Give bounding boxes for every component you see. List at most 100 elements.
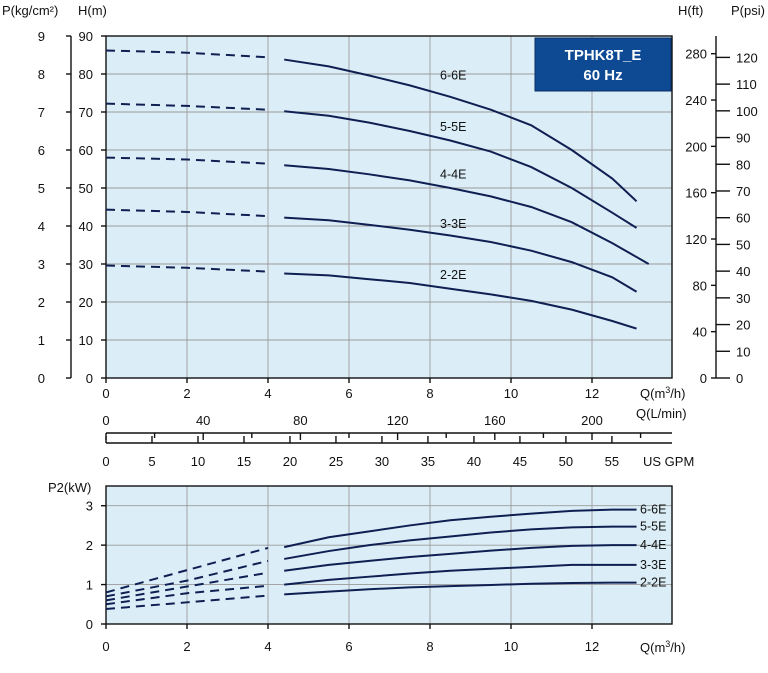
pressure-kg-tick-label: 6 [38,143,45,158]
pressure-kg-tick-label: 8 [38,67,45,82]
head-m-tick-label: 30 [79,257,93,272]
head-curve-label: 3-3E [440,217,466,231]
pressure-psi-tick-label: 110 [736,77,757,92]
lmin-tick-label: 40 [196,413,210,428]
power-x-tick-label: 4 [264,639,271,654]
head-x-tick-label: 6 [345,386,352,401]
power-curve-label: 2-2E [640,576,666,590]
pressure-psi-tick-label: 40 [736,264,750,279]
pressure-psi-tick-label: 80 [736,157,750,172]
head-m-axis-title: H(m) [78,3,107,18]
head-curve-3-3E [284,216,638,293]
head-curve-5-5E-dashed [105,102,269,111]
title-box [534,37,672,92]
head-ft-tick-label: 40 [693,325,707,340]
power-x-tick-label: 6 [345,639,352,654]
power-x-tick-label: 0 [102,639,109,654]
power-y-tick-label: 1 [86,578,93,593]
power-plot-frame [105,485,673,625]
head-m-tick-label: 20 [79,295,93,310]
gpm-tick-label: 40 [467,454,481,469]
pressure-psi-tick-label: 90 [736,131,750,146]
power-y-tick-label: 0 [86,617,93,632]
pressure-kg-tick-label: 3 [38,257,45,272]
head-ft-axis-title: H(ft) [678,3,703,18]
head-plot-area [106,36,672,378]
pressure-psi-tick-label: 70 [736,184,750,199]
power-curves: 6-6E 5-5E 4-4E 3-3E 2-2E [105,503,666,611]
pressure-psi-tick-label: 0 [736,371,743,386]
gpm-tick-label: 30 [375,454,389,469]
pressure-psi-tick-label: 20 [736,318,750,333]
lmin-tick-label: 120 [387,413,409,428]
gpm-tick-label: 15 [237,454,251,469]
gpm-tick-label: 10 [191,454,205,469]
gpm-tick-label: 55 [605,454,619,469]
power-curve-3-3E [284,563,637,586]
head-x-tick-label: 2 [183,386,190,401]
lmin-tick-label: 0 [102,413,109,428]
head-ft-tick-label: 280 [685,47,707,62]
head-axes: 0 2 4 6 8 10 120102030405060708090012345678904… [38,29,758,401]
pressure-kg-tick-label: 7 [38,105,45,120]
head-curve-2-2E [284,272,637,330]
head-m-tick-label: 0 [86,371,93,386]
power-curve-2-2E [284,581,637,596]
gpm-tick-label: 25 [329,454,343,469]
head-ft-tick-label: 240 [685,93,707,108]
power-curve-4-4E-dashed [105,571,269,602]
head-m-tick-label: 70 [79,105,93,120]
pressure-kg-tick-label: 2 [38,295,45,310]
gpm-tick-label: 20 [283,454,297,469]
power-y-tick-label: 3 [86,499,93,514]
pressure-psi-tick-label: 120 [736,50,758,65]
power-curve-3-3E-dashed [105,584,269,606]
pressure-kg-tick-label: 0 [38,371,45,386]
power-x-tick-label: 2 [183,639,190,654]
head-m-tick-label: 90 [79,29,93,44]
head-m-tick-label: 40 [79,219,93,234]
head-curve-label: 2-2E [440,268,466,282]
head-curve-3-3E-dashed [105,208,269,218]
pressure-kg-tick-label: 4 [38,219,45,234]
head-curves: 6-6E 5-5E 4-4E 3-3E 2-2E [105,49,650,330]
power-curve-label: 6-6E [640,503,666,517]
head-ft-tick-label: 0 [700,371,707,386]
pressure-psi-tick-label: 10 [736,344,750,359]
flow-lmin-axis-title: Q(L/min) [636,406,687,421]
power-curve-6-6E-dashed [105,546,269,594]
lmin-tick-label: 160 [484,413,506,428]
pressure-kg-tick-label: 9 [38,29,45,44]
pressure-psi-tick-label: 60 [736,211,750,226]
flow-m3h-axis-title-upper: Q(m3/h) [640,385,685,401]
flow-lmin-axis: 0 40 80 120 160 200 [102,413,672,440]
head-x-tick-label: 12 [585,386,599,401]
gpm-tick-label: 0 [102,454,109,469]
head-x-tick-label: 10 [504,386,518,401]
head-ft-tick-label: 120 [685,232,707,247]
gpm-tick-label: 35 [421,454,435,469]
pressure-psi-tick-label: 50 [736,237,750,252]
pressure-kg-tick-label: 5 [38,181,45,196]
power-axis-title: P2(kW) [48,480,91,495]
pressure-axis-title: P(kg/cm²) [2,3,58,18]
gpm-tick-label: 5 [148,454,155,469]
head-curve-2-2E-dashed [105,264,269,273]
head-x-tick-label: 4 [264,386,271,401]
gpm-tick-label: 45 [513,454,527,469]
pressure-psi-tick-label: 30 [736,291,750,306]
lmin-tick-label: 200 [581,413,603,428]
power-x-tick-label: 10 [504,639,518,654]
power-curve-5-5E-dashed [105,559,269,598]
head-curve-4-4E [284,164,650,265]
head-m-tick-label: 60 [79,143,93,158]
head-ft-tick-label: 80 [693,278,707,293]
power-x-tick-label: 8 [426,639,433,654]
title-frequency: 60 Hz [583,67,622,84]
power-curve-label: 3-3E [640,558,666,572]
head-plot-frame [105,35,673,379]
gpm-tick-label: 50 [559,454,573,469]
head-curve-6-6E-dashed [105,49,269,59]
